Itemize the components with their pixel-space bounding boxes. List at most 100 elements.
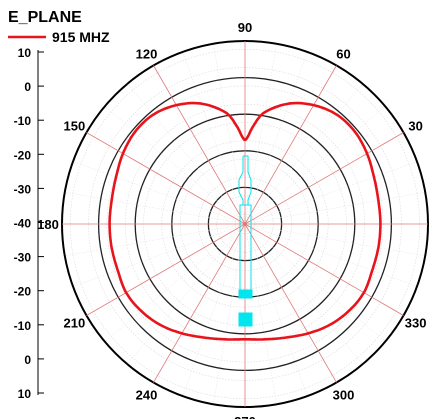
- angle-label-90: 90: [238, 20, 252, 35]
- spoke-major-150: [86, 132, 246, 225]
- spoke-minor-280: [244, 223, 278, 405]
- spoke-minor-140: [104, 106, 246, 225]
- data-point: [371, 269, 374, 272]
- spoke-minor-50: [244, 83, 363, 225]
- data-point: [110, 246, 113, 249]
- data-point: [335, 113, 338, 116]
- spoke-minor-230: [127, 223, 246, 365]
- legend: E_PLANE 915 MHZ: [8, 9, 110, 45]
- spoke-minor-70: [244, 51, 308, 225]
- angle-label-240: 240: [136, 388, 158, 403]
- data-point: [373, 176, 375, 179]
- data-point: [285, 336, 288, 339]
- scale-label: -20: [14, 285, 32, 299]
- spoke-minor-160: [72, 161, 246, 225]
- angle-tick-labels: 0306090120150180210240270300330: [37, 20, 427, 419]
- data-point: [363, 291, 365, 294]
- data-point: [200, 102, 203, 105]
- data-point: [328, 324, 331, 326]
- data-point: [263, 111, 266, 114]
- data-point: [140, 310, 143, 312]
- spoke-minor-130: [127, 83, 246, 225]
- data-point: [159, 324, 162, 326]
- data-point: [181, 332, 183, 335]
- data-point: [312, 104, 315, 106]
- data-point: [122, 152, 124, 155]
- spoke-minor-110: [182, 51, 246, 225]
- spoke-minor-200: [72, 223, 246, 287]
- angle-label-180: 180: [37, 217, 59, 232]
- spoke-major-120: [153, 65, 246, 225]
- spoke-major-210: [86, 223, 246, 316]
- data-point: [110, 199, 113, 202]
- legend-label: 915 MHZ: [52, 29, 110, 45]
- polar-grid: [61, 40, 429, 408]
- spoke-minor-20: [244, 161, 418, 225]
- data-point: [152, 113, 155, 116]
- data-point: [241, 135, 243, 138]
- data-point: [116, 269, 119, 272]
- antenna-overlay: [238, 155, 253, 327]
- data-point: [244, 138, 246, 141]
- scale-label: 10: [18, 46, 32, 60]
- scale-label: 10: [18, 387, 32, 401]
- spoke-minor-40: [244, 106, 386, 225]
- spoke-major-240: [153, 223, 246, 383]
- angle-label-330: 330: [405, 316, 427, 331]
- data-point: [235, 124, 238, 127]
- spoke-minor-10: [244, 191, 426, 225]
- angle-label-120: 120: [136, 46, 158, 61]
- spoke-major-60: [244, 65, 337, 225]
- spoke-minor-170: [64, 191, 246, 225]
- data-point: [287, 102, 290, 105]
- data-point: [223, 338, 226, 341]
- data-point: [244, 338, 246, 341]
- spoke-minor-290: [244, 223, 308, 397]
- data-point: [366, 152, 368, 155]
- data-point: [247, 135, 250, 138]
- angle-label-210: 210: [64, 316, 86, 331]
- scale-label: -30: [14, 251, 32, 265]
- radial-scale: 10 0 -10 -20 -30 -40 -30 -20 -10 0 10: [14, 46, 44, 401]
- scale-label: 0: [24, 80, 31, 94]
- scale-label: -20: [14, 148, 32, 162]
- scale-label: -10: [14, 114, 32, 128]
- scale-label: -10: [14, 319, 32, 333]
- scale-label: 0: [24, 353, 31, 367]
- spoke-major-30: [244, 132, 404, 225]
- data-point: [377, 246, 380, 249]
- scale-label: -40: [14, 217, 32, 231]
- data-point: [264, 338, 267, 341]
- spoke-minor-220: [104, 223, 246, 342]
- spoke-minor-310: [244, 223, 363, 365]
- data-point: [347, 310, 350, 312]
- data-point: [125, 291, 127, 294]
- data-point: [252, 124, 255, 127]
- spoke-minor-190: [64, 223, 246, 257]
- antenna-band: [238, 289, 253, 299]
- spoke-major-300: [244, 223, 337, 383]
- series-layer: [108, 101, 382, 341]
- chart-title: E_PLANE: [8, 9, 82, 26]
- angle-label-300: 300: [333, 388, 355, 403]
- data-point: [379, 223, 382, 225]
- spoke-minor-320: [244, 223, 386, 342]
- angle-label-270: 270: [234, 414, 256, 419]
- spoke-minor-250: [182, 223, 246, 397]
- data-point: [377, 199, 380, 202]
- data-point: [115, 176, 117, 179]
- data-point: [108, 223, 111, 225]
- angle-label-150: 150: [64, 119, 86, 134]
- data-point: [202, 336, 205, 339]
- spoke-minor-350: [244, 223, 426, 257]
- angle-label-60: 60: [336, 46, 350, 61]
- spoke-minor-340: [244, 223, 418, 287]
- data-point: [224, 111, 227, 114]
- data-point: [307, 332, 309, 335]
- angle-label-30: 30: [408, 119, 422, 134]
- spoke-major-330: [244, 223, 404, 316]
- data-point: [175, 104, 178, 106]
- data-point: [134, 130, 137, 133]
- center-dot: [243, 222, 247, 226]
